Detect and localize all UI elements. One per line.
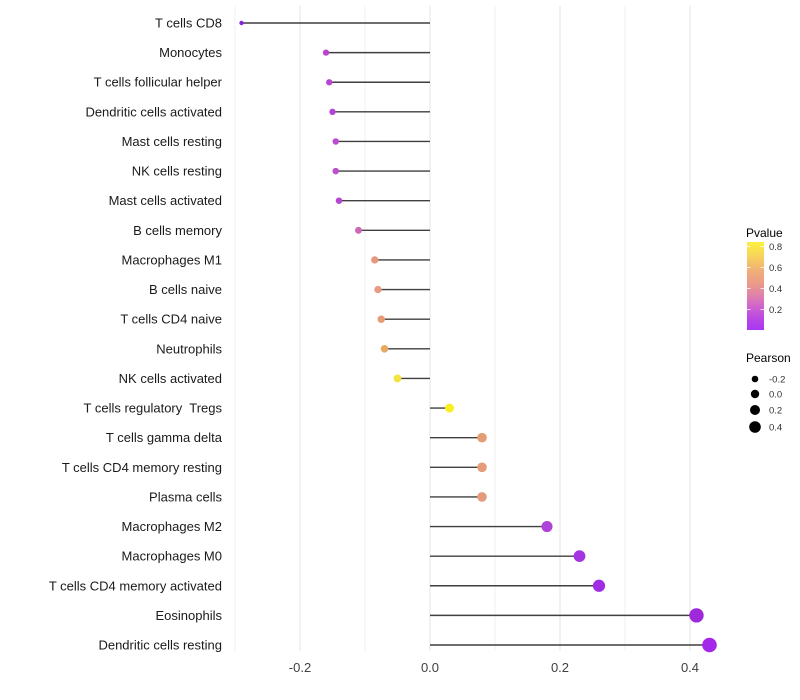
- y-axis-label: NK cells resting: [132, 164, 222, 179]
- x-axis-tick-label: 0.4: [681, 660, 699, 675]
- y-axis-label: Dendritic cells activated: [85, 104, 222, 119]
- lollipop-dot: [332, 138, 339, 145]
- lollipop-dot: [445, 403, 454, 413]
- lollipop-dot: [371, 256, 379, 264]
- colorbar-tick-label: 0.4: [769, 284, 782, 295]
- lollipop-dot: [573, 550, 586, 563]
- lollipop-dot: [329, 108, 336, 116]
- y-axis-label: T cells gamma delta: [106, 430, 223, 445]
- y-axis-label: B cells memory: [133, 223, 222, 238]
- colorbar-tick-label: 0.6: [769, 263, 782, 274]
- lollipop-dot: [326, 79, 333, 86]
- lollipop-dot: [332, 167, 339, 175]
- lollipop-dot: [355, 226, 362, 234]
- lollipop-dot: [239, 20, 244, 26]
- y-axis-label: T cells CD4 memory resting: [62, 460, 222, 475]
- y-axis-label: Macrophages M2: [122, 519, 222, 534]
- y-axis-label: Plasma cells: [149, 489, 222, 504]
- lollipop-dot: [380, 345, 389, 353]
- lollipop-dot: [541, 520, 553, 533]
- y-axis-label: T cells CD4 naive: [120, 312, 222, 327]
- size-legend-label: 0.2: [769, 406, 782, 417]
- y-axis-label: T cells regulatory Tregs: [84, 401, 223, 416]
- size-legend-label: -0.2: [769, 375, 785, 386]
- lollipop-dot: [477, 492, 487, 502]
- size-legend-label: 0.0: [769, 390, 782, 401]
- y-axis-label: Eosinophils: [156, 608, 223, 623]
- legend-title-pvalue: Pvalue: [746, 226, 783, 240]
- lollipop-dot: [477, 432, 487, 443]
- y-axis-label: NK cells activated: [119, 371, 222, 386]
- lollipop-dot: [377, 315, 385, 323]
- y-axis-label: T cells CD4 memory activated: [49, 578, 222, 593]
- legend-title-pearson: Pearson: [746, 351, 791, 365]
- size-legend-dot: [751, 375, 759, 383]
- y-axis-label: Macrophages M0: [122, 549, 222, 564]
- y-axis-label: Mast cells activated: [109, 193, 222, 208]
- y-axis-label: Neutrophils: [156, 341, 222, 356]
- x-axis-tick-label: 0.0: [421, 660, 439, 675]
- size-legend-label: 0.4: [769, 423, 782, 434]
- y-axis-label: T cells follicular helper: [94, 75, 223, 90]
- pvalue-colorbar: [747, 242, 764, 330]
- y-axis-label: Dendritic cells resting: [98, 637, 222, 652]
- y-axis-label: B cells naive: [149, 282, 222, 297]
- lollipop-dot: [374, 285, 382, 294]
- size-legend-dot: [750, 405, 760, 415]
- x-axis-tick-label: -0.2: [289, 660, 311, 675]
- size-legend-dot: [750, 389, 760, 399]
- lollipop-dot: [689, 608, 704, 623]
- x-axis-tick-label: 0.2: [551, 660, 569, 675]
- colorbar-tick-label: 0.8: [769, 242, 782, 253]
- y-axis-label: T cells CD8: [155, 16, 222, 31]
- size-legend-dot: [749, 421, 761, 433]
- y-axis-label: Mast cells resting: [122, 134, 222, 149]
- lollipop-dot: [477, 462, 487, 473]
- lollipop-dot: [592, 579, 606, 592]
- lollipop-dot: [322, 49, 330, 56]
- y-axis-label: Macrophages M1: [122, 252, 222, 267]
- colorbar-tick-label: 0.2: [769, 305, 782, 316]
- y-axis-label: Monocytes: [159, 45, 222, 60]
- lollipop-dot: [702, 637, 717, 653]
- lollipop-dot: [335, 197, 343, 204]
- lollipop-dot: [393, 374, 402, 383]
